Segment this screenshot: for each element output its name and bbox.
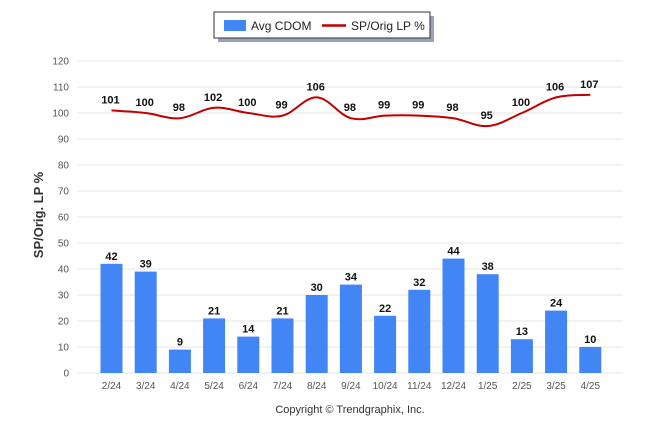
bar xyxy=(271,318,294,373)
line-path xyxy=(111,93,591,128)
legend: Avg CDOM SP/Orig LP % xyxy=(213,11,434,42)
grid-layer xyxy=(77,60,623,374)
bar-value-label: 21 xyxy=(276,305,288,317)
x-tick-label: 3/25 xyxy=(546,381,566,392)
bar xyxy=(476,274,499,373)
line-value-label: 106 xyxy=(546,81,564,93)
y-tick-label: 60 xyxy=(58,213,70,224)
bar xyxy=(374,315,397,373)
bar-value-label: 10 xyxy=(584,334,596,346)
x-tick-label: 8/24 xyxy=(307,381,327,392)
bar xyxy=(134,271,157,373)
line-value-label: 107 xyxy=(580,79,598,91)
x-tick-label: 6/24 xyxy=(239,381,259,392)
bar xyxy=(510,339,533,373)
legend-bar-label: Avg CDOM xyxy=(251,19,311,33)
line-value-label: 100 xyxy=(238,97,256,109)
line-value-label: 98 xyxy=(173,102,185,114)
x-tick-label: 12/24 xyxy=(441,381,466,392)
line-value-label: 101 xyxy=(101,94,119,106)
bar xyxy=(408,289,431,373)
line-series: 101 100 98 102 100 99 106 98 99 99 98 95 100 106 107 xyxy=(101,79,598,128)
x-tick-label: 10/24 xyxy=(373,381,398,392)
x-axis-ticks: 2/24 3/24 4/24 5/24 6/24 7/24 8/24 9/24 10/24 11/… xyxy=(102,381,601,392)
bar-value-label: 9 xyxy=(177,337,183,349)
bar-value-label: 38 xyxy=(482,261,494,273)
line-value-label: 100 xyxy=(512,97,530,109)
y-tick-label: 50 xyxy=(58,239,70,250)
legend-line-label: SP/Orig LP % xyxy=(351,19,425,33)
line-value-label: 99 xyxy=(412,100,424,112)
bar xyxy=(237,336,260,373)
x-tick-label: 3/24 xyxy=(136,381,156,392)
y-tick-label: 90 xyxy=(58,135,70,146)
bar xyxy=(545,310,568,373)
line-value-label: 99 xyxy=(378,100,390,112)
line-value-label: 95 xyxy=(481,110,493,122)
bar-value-label: 44 xyxy=(447,246,460,258)
y-tick-label: 80 xyxy=(58,161,70,172)
bar-value-label: 22 xyxy=(379,303,391,315)
bar xyxy=(168,349,191,373)
line-value-label: 98 xyxy=(446,102,458,114)
y-tick-label: 120 xyxy=(52,57,69,68)
x-tick-label: 4/25 xyxy=(581,381,601,392)
y-tick-label: 20 xyxy=(58,317,70,328)
bar xyxy=(579,347,602,373)
bar-value-label: 14 xyxy=(242,324,255,336)
bar xyxy=(442,258,465,373)
bar-value-label: 24 xyxy=(550,298,563,310)
y-axis-ticks: 0 10 20 30 40 50 60 70 80 90 100 110 120 xyxy=(52,57,69,380)
bar-value-label: 32 xyxy=(413,277,425,289)
bar xyxy=(203,318,226,373)
bar-value-label: 13 xyxy=(516,326,528,338)
line-value-label: 102 xyxy=(204,92,222,104)
bar-value-label: 21 xyxy=(208,305,220,317)
bar xyxy=(100,263,123,373)
x-tick-label: 2/25 xyxy=(512,381,532,392)
bar xyxy=(339,284,362,373)
bar-value-label: 42 xyxy=(105,251,117,263)
x-tick-label: 4/24 xyxy=(170,381,190,392)
copyright-text: Copyright © Trendgraphix, Inc. xyxy=(275,404,424,416)
line-value-label: 100 xyxy=(136,97,154,109)
y-tick-label: 10 xyxy=(58,343,70,354)
x-tick-label: 2/24 xyxy=(102,381,122,392)
y-axis-title: SP/Orig. LP % xyxy=(31,171,46,258)
x-tick-label: 5/24 xyxy=(204,381,224,392)
bar-value-label: 39 xyxy=(140,259,152,271)
y-tick-label: 110 xyxy=(53,83,69,94)
x-tick-label: 11/24 xyxy=(407,381,432,392)
y-tick-label: 40 xyxy=(58,265,70,276)
bar-value-label: 34 xyxy=(345,272,358,284)
legend-bar-swatch xyxy=(224,20,246,31)
line-value-label: 99 xyxy=(275,100,287,112)
y-tick-label: 70 xyxy=(58,187,70,198)
y-tick-label: 30 xyxy=(58,291,70,302)
x-tick-label: 7/24 xyxy=(273,381,293,392)
x-tick-label: 9/24 xyxy=(341,381,361,392)
bar-series: 42 39 9 21 14 21 30 34 22 32 44 38 13 24 10 xyxy=(100,246,602,373)
bar-value-label: 30 xyxy=(311,282,323,294)
line-value-label: 98 xyxy=(344,102,356,114)
y-tick-label: 100 xyxy=(52,109,69,120)
x-tick-label: 1/25 xyxy=(478,381,498,392)
bar xyxy=(305,295,328,373)
y-tick-label: 0 xyxy=(63,369,69,380)
line-value-label: 106 xyxy=(307,81,325,93)
